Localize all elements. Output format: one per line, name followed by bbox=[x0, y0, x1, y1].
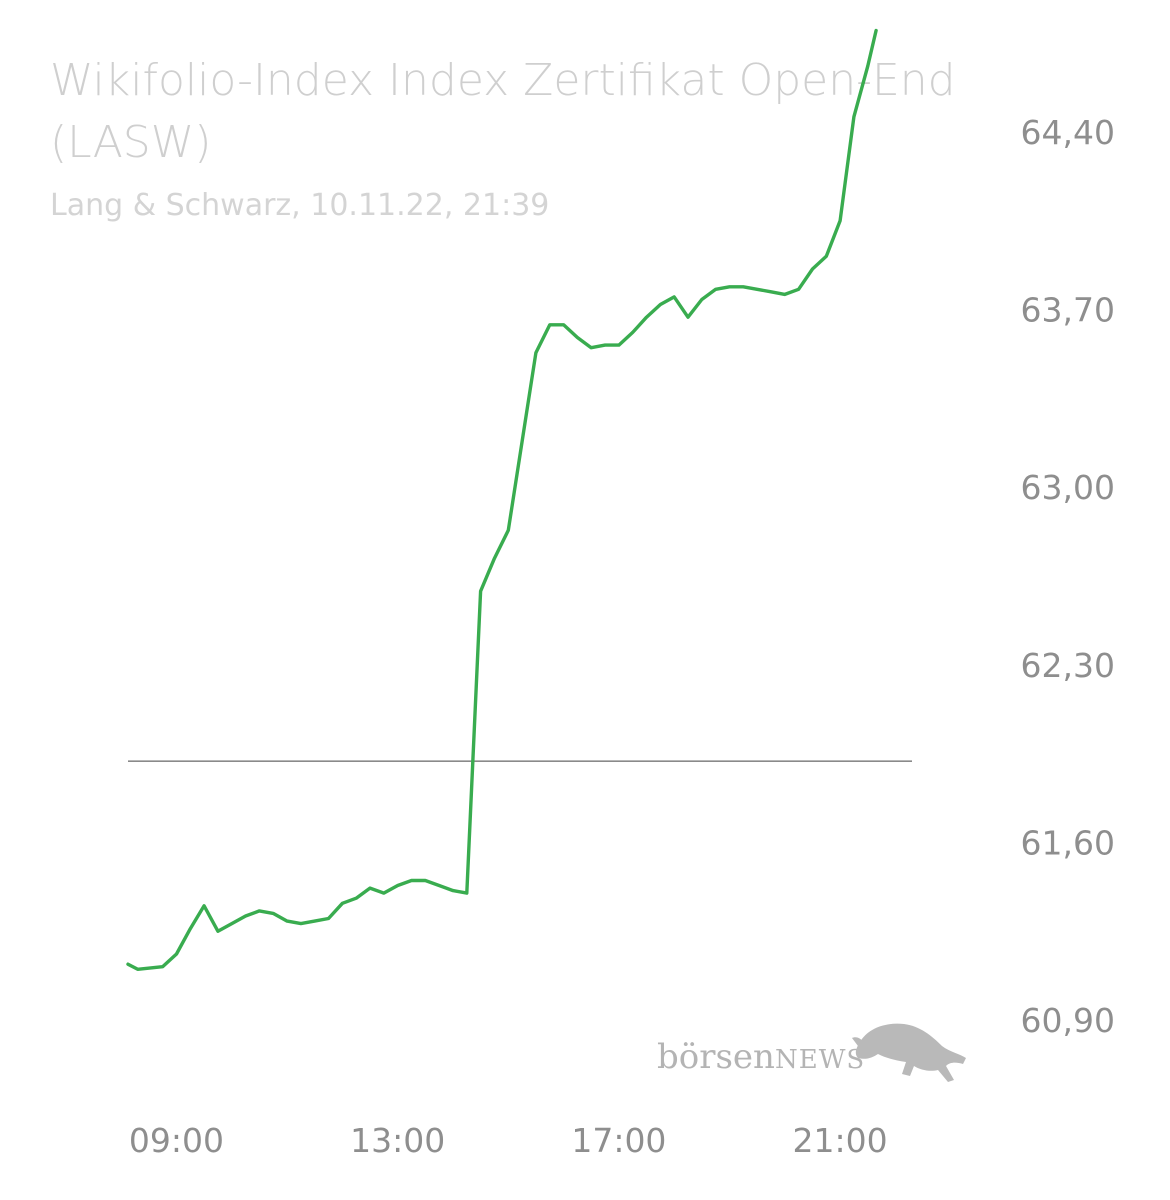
y-tick-label: 63,70 bbox=[1021, 291, 1115, 330]
chart-title-line-2: (LASW) bbox=[50, 117, 211, 168]
logo-text-light: börsen bbox=[657, 1037, 775, 1077]
x-tick-label: 17:00 bbox=[571, 1121, 666, 1160]
y-tick-label: 62,30 bbox=[1021, 646, 1115, 685]
x-tick-label: 13:00 bbox=[350, 1121, 445, 1160]
logo-text-strong: NEWS bbox=[775, 1045, 865, 1075]
boersennews-logo: börsenNEWS bbox=[657, 1023, 966, 1082]
x-axis-labels: 09:00 13:00 17:00 21:00 bbox=[129, 1121, 888, 1160]
x-tick-label: 09:00 bbox=[129, 1121, 224, 1160]
x-tick-label: 21:00 bbox=[793, 1121, 888, 1160]
y-tick-label: 64,40 bbox=[1021, 113, 1115, 152]
y-tick-label: 60,90 bbox=[1021, 1001, 1115, 1040]
y-tick-label: 63,00 bbox=[1021, 468, 1115, 507]
price-line bbox=[126, 28, 878, 971]
logo-wordmark: börsenNEWS bbox=[657, 1037, 865, 1077]
chart-title-line-1: Wikifolio-Index Index Zertifikat Open-En… bbox=[50, 55, 956, 106]
y-axis-labels: 64,40 63,70 63,00 62,30 61,60 60,90 bbox=[1021, 113, 1115, 1040]
y-tick-label: 61,60 bbox=[1021, 823, 1115, 862]
bull-icon bbox=[852, 1023, 966, 1082]
chart-subtitle: Lang & Schwarz, 10.11.22, 21:39 bbox=[50, 188, 549, 223]
